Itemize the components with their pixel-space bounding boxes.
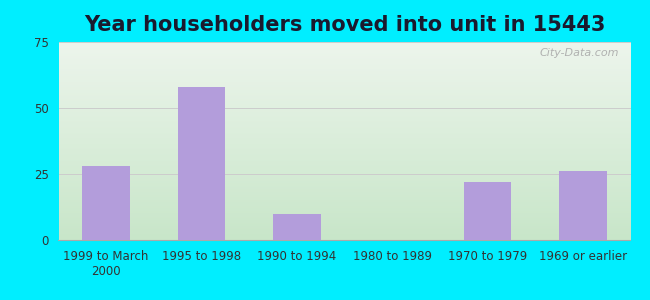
Bar [177, 87, 226, 240]
Bar [463, 182, 512, 240]
Bar [273, 214, 320, 240]
Bar [83, 166, 130, 240]
Bar [559, 171, 606, 240]
Text: City-Data.com: City-Data.com [540, 48, 619, 58]
Title: Year householders moved into unit in 15443: Year householders moved into unit in 154… [84, 15, 605, 35]
